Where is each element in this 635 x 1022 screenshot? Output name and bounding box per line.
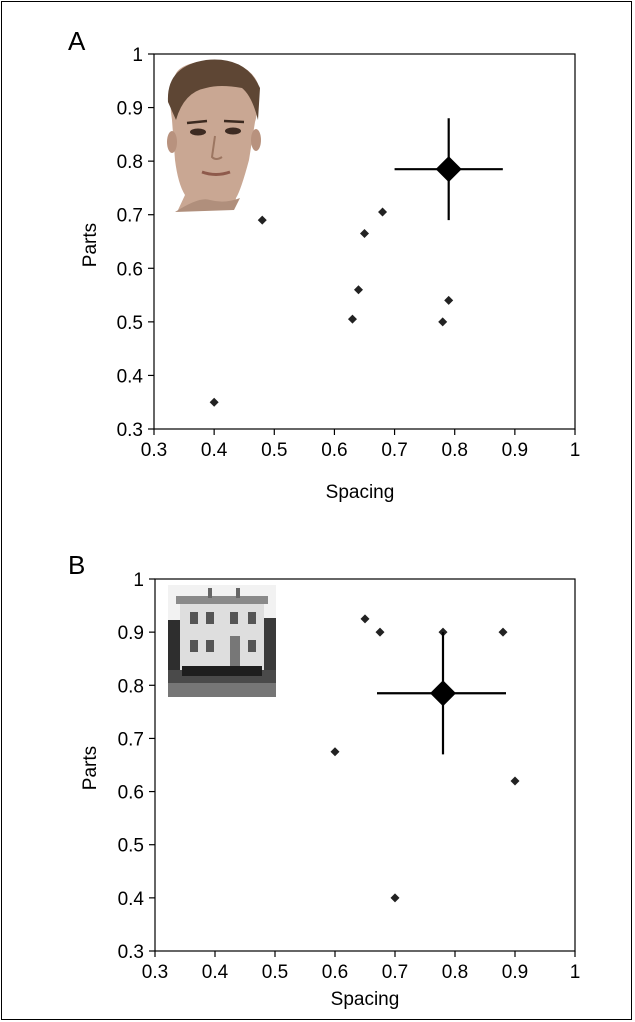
- panel-b-x-tick-label: 1: [570, 962, 581, 983]
- house-photo: [168, 585, 276, 697]
- panel-b-x-tick-label: 0.6: [322, 962, 348, 983]
- panel-b-x-tick-label: 0.3: [142, 962, 168, 983]
- panel-a-y-tick-label: 0.5: [117, 313, 143, 334]
- panel-b-y-tick-label: 0.6: [118, 783, 144, 804]
- panel-a-x-tick-label: 0.6: [321, 440, 347, 461]
- panel-b-y-tick-label: 0.4: [118, 889, 145, 910]
- panel-a-x-tick-label: 0.3: [141, 440, 167, 461]
- panel-b-y-tick-label: 0.8: [118, 676, 144, 697]
- panel-b-y-tick-label: 0.5: [118, 836, 144, 857]
- panel-a-y-tick-label: 1: [132, 45, 143, 66]
- panel-b-x-tick-label: 0.9: [502, 962, 528, 983]
- panel-a-x-tick-label: 0.9: [502, 440, 528, 461]
- panel-b-label: B: [68, 550, 85, 580]
- panel-b-y-tick-label: 0.9: [118, 623, 144, 644]
- panel-b-y-tick-label: 0.3: [118, 942, 144, 963]
- panel-b-x-tick-label: 0.4: [202, 962, 229, 983]
- panel-b: B 0.3 0.4 0.5 0.6 0.7 0.8 0.9 1 0.3 0.4 0.5 0.6 0.7 0…: [68, 550, 580, 1010]
- panel-a-x-tick-label: 1: [570, 440, 581, 461]
- panel-a-x-tick-label: 0.8: [442, 440, 468, 461]
- panel-b-y-tick-label: 0.7: [118, 729, 144, 750]
- panel-b-x-tick-label: 0.7: [382, 962, 408, 983]
- panel-b-x-tick-label: 0.5: [262, 962, 288, 983]
- panel-a-x-axis-title: Spacing: [326, 482, 395, 503]
- panel-b-y-tick-label: 1: [133, 570, 144, 591]
- panel-b-x-axis-title: Spacing: [331, 989, 400, 1010]
- panel-a-y-axis-title: Parts: [80, 223, 101, 267]
- panel-a: A 0.3 0.4 0.5 0.6 0.7 0.8 0.9 1 0.3 0.4 0.5 0.6 0.7 0…: [68, 26, 580, 503]
- panel-a-y-tick-label: 0.3: [117, 420, 143, 441]
- panel-a-label: A: [68, 26, 86, 56]
- panel-a-y-tick-label: 0.6: [117, 259, 143, 280]
- panel-a-y-tick-label: 0.9: [117, 99, 143, 120]
- panel-a-x-tick-label: 0.5: [261, 440, 287, 461]
- panel-a-x-tick-label: 0.7: [381, 440, 407, 461]
- panel-b-x-tick-label: 0.8: [442, 962, 468, 983]
- panel-a-y-tick-label: 0.4: [117, 366, 144, 387]
- panel-a-y-tick-label: 0.7: [117, 206, 143, 227]
- panel-a-x-tick-label: 0.4: [201, 440, 228, 461]
- panel-a-y-tick-label: 0.8: [117, 152, 143, 173]
- panel-b-y-axis-title: Parts: [80, 746, 101, 790]
